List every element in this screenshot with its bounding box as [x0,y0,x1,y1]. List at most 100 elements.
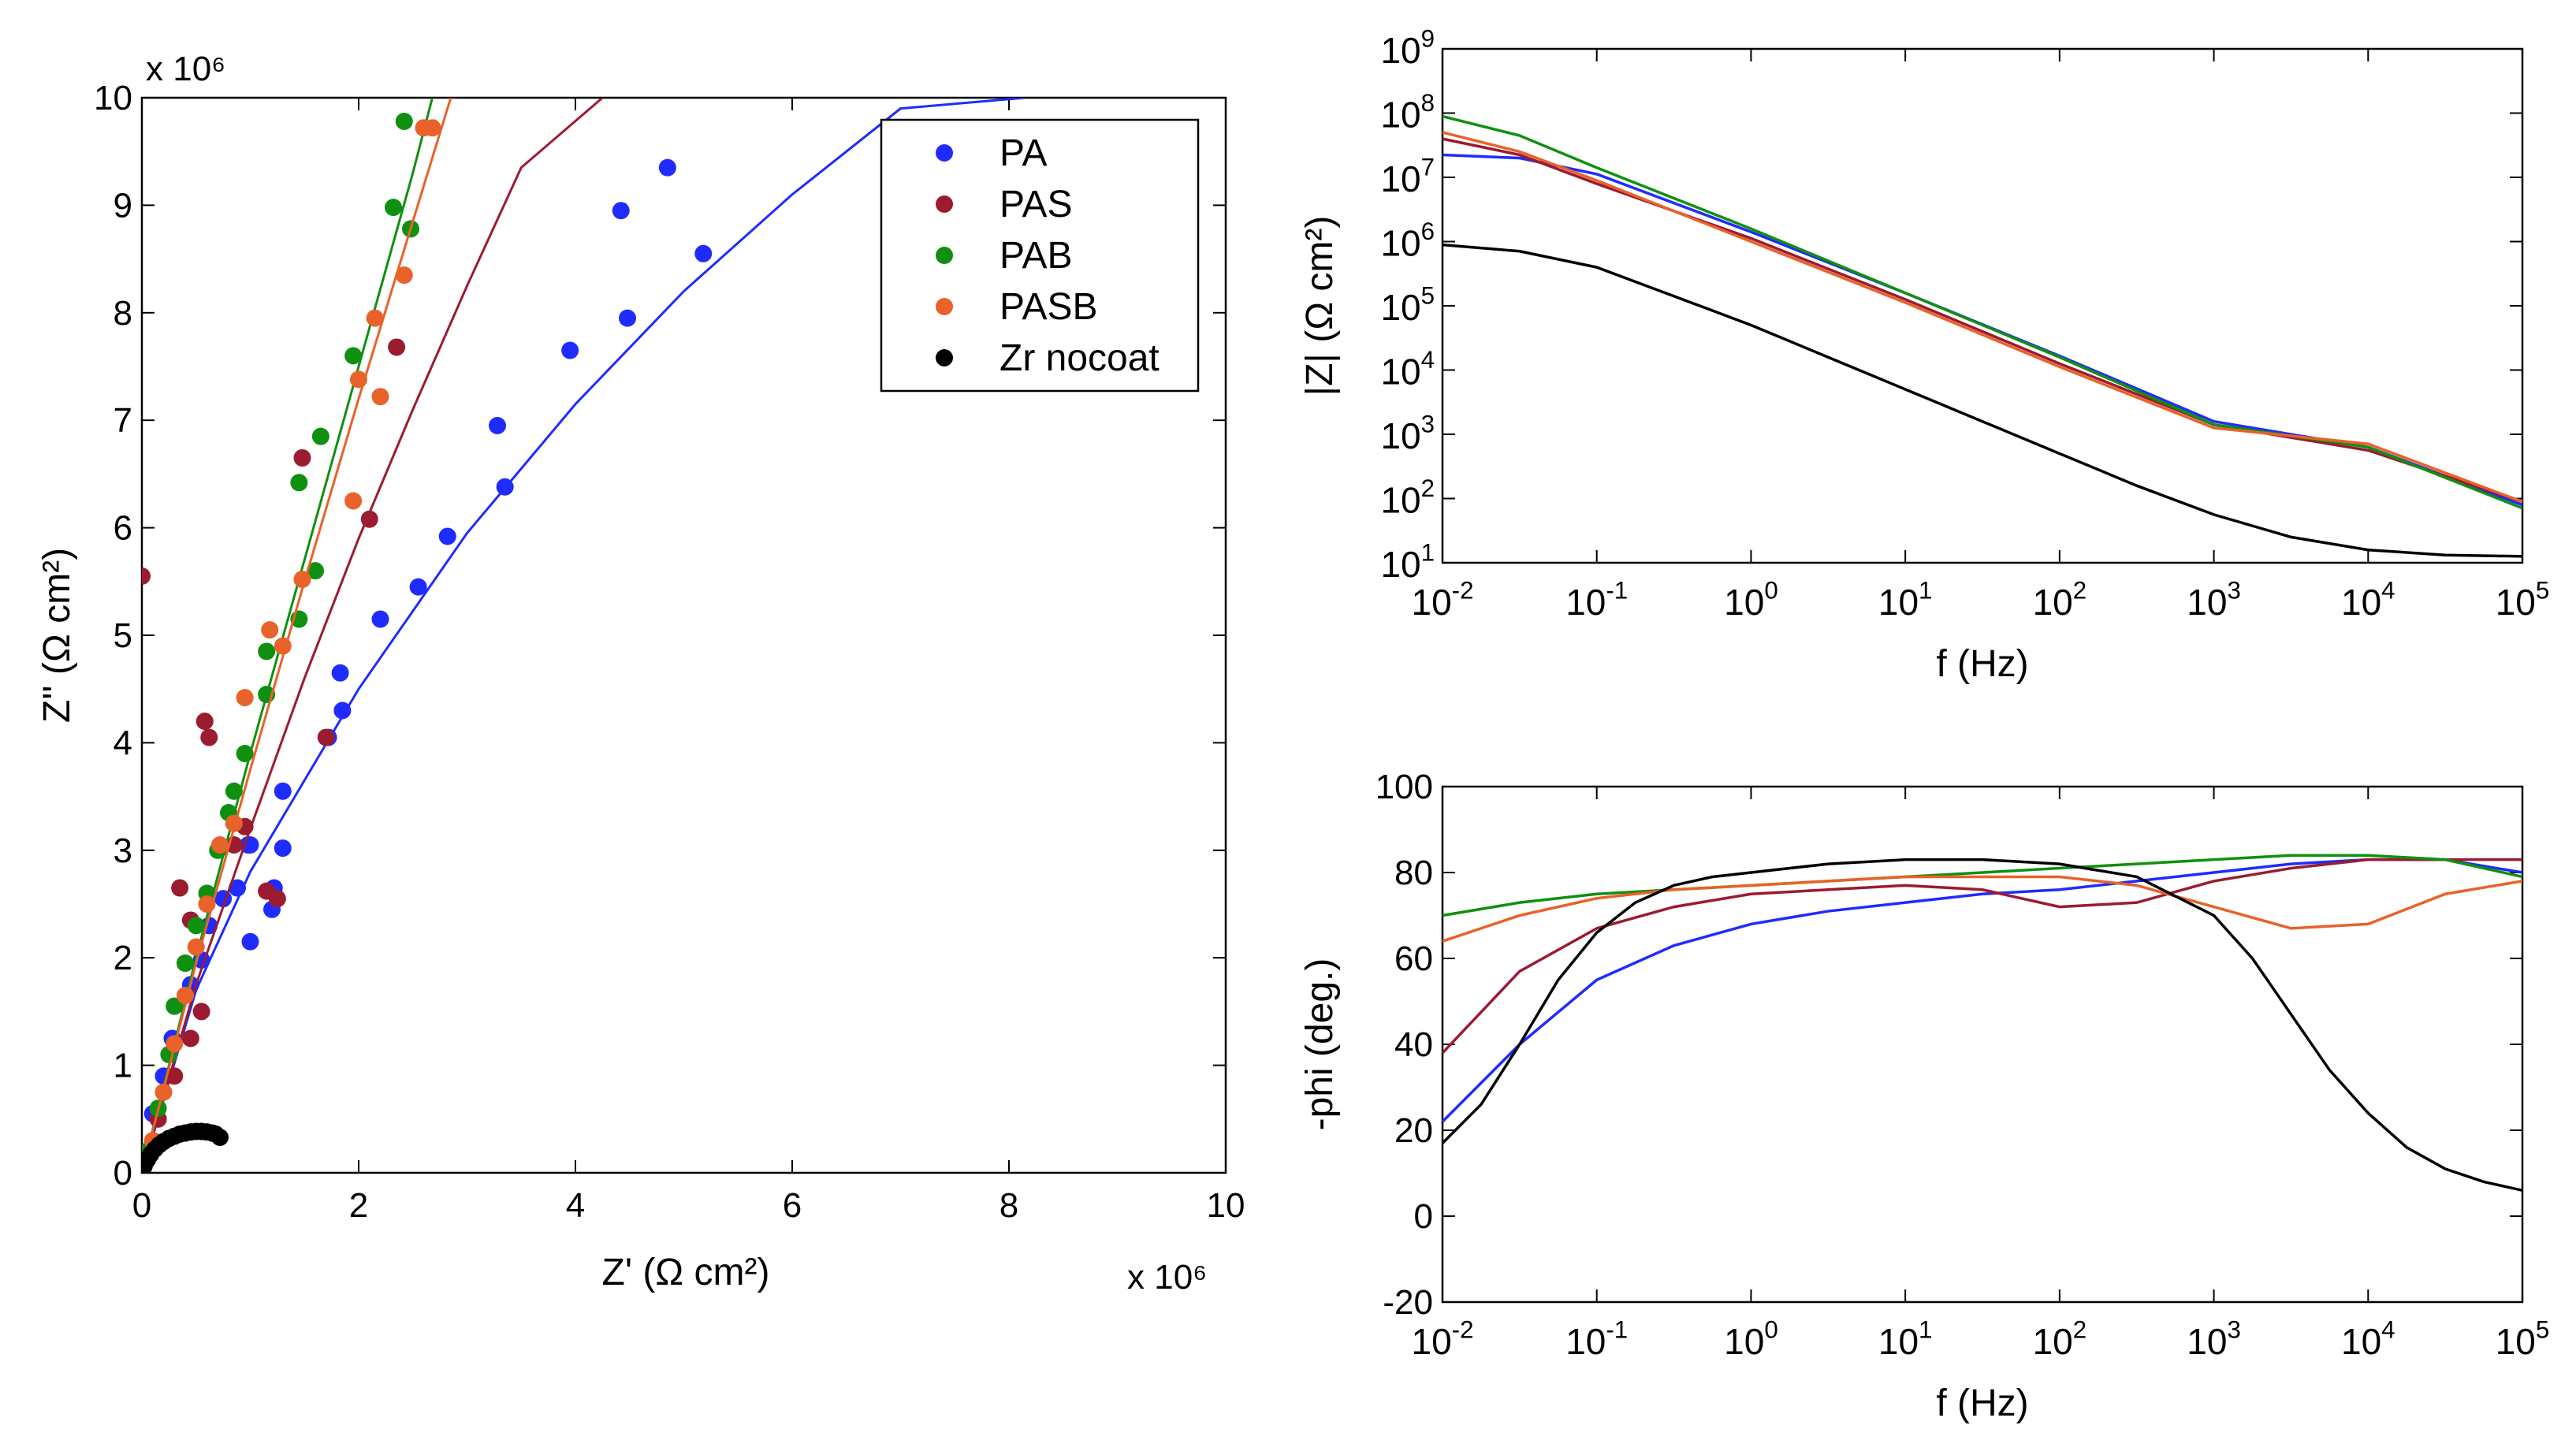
y-tick-label: 107 [1380,153,1435,199]
x-tick-label: 10-1 [1565,1315,1628,1362]
data-point-PAS [293,448,311,467]
x-tick-label: 10-1 [1565,576,1628,623]
magnitude-line-PASB [1442,131,2523,504]
data-point-PASB [344,492,363,510]
y-tick-label: 0 [114,1154,132,1193]
series-group [142,98,1026,1173]
data-point-PAS [360,510,378,528]
data-point-PAB [225,782,243,800]
x-tick-label: 102 [2033,576,2087,623]
data-point-PAS [192,1003,210,1021]
data-point-PAS [142,567,151,585]
data-point-PA [694,244,713,262]
data-point-PAS [166,1067,184,1085]
data-point-PAB [187,917,205,935]
data-point-PASB [261,621,279,639]
legend-marker [936,144,953,162]
data-point-PASB [371,388,389,406]
x-multiplier: x 10⁶ [1127,1258,1207,1297]
x-tick-label: 104 [2341,576,2395,623]
data-point-PA [371,610,389,628]
data-point-PA [658,158,676,177]
magnitude-line-PAS [1442,137,2523,504]
y-tick-label: 7 [114,401,132,440]
data-point-PAB [236,745,254,763]
data-point-PA [619,309,636,327]
plot-frame [1441,47,2524,564]
data-point-PASB [177,986,194,1004]
data-point-PA [489,417,506,435]
data-point-PA [438,527,456,545]
data-point-PASB [395,266,413,285]
y-tick-label: 6 [114,509,132,548]
legend-label: PASB [1000,286,1098,328]
x-tick-label: 103 [2187,576,2241,623]
y-tick-label: -20 [1383,1283,1433,1322]
y-tick-label: 10 [94,79,132,117]
legend-marker [936,247,953,264]
legend-label: PAB [1000,235,1072,277]
data-point-PAB [311,427,329,445]
y-tick-label: 102 [1380,474,1435,521]
legend-box [880,118,1200,393]
fit-line-PAB [142,98,434,1173]
data-point-PAB [307,562,324,580]
data-point-PA [274,839,292,858]
x-tick-label: 101 [1878,1315,1933,1362]
data-point-PASB [293,571,311,589]
y-tick-label: 5 [114,616,132,655]
y-tick-label: 3 [114,832,132,870]
y-tick-label: 104 [1380,346,1435,393]
data-point-PASB [198,895,216,913]
y-tick-label: 0 [1414,1197,1433,1236]
x-tick-label: 6 [783,1186,802,1225]
y-axis-label: -phi (deg.) [1299,958,1341,1131]
x-tick-label: 10 [1207,1186,1245,1225]
x-tick-label: 104 [2341,1315,2395,1362]
data-point-PAS [388,338,406,356]
data-point-PA [612,202,630,220]
bode-magnitude-plot: 10-2 10-1 100 101 102 103 104 105 101 102 103 104 10… [1299,24,2549,685]
y-tick-label: 101 [1380,538,1435,585]
data-point-Zr nocoat [211,1128,229,1146]
y-axis-label: |Z| (Ω cm²) [1299,216,1341,396]
data-point-PA [229,879,246,897]
fit-line-PA [142,98,1026,1173]
magnitude-line-Zr nocoat [1442,243,2523,558]
legend-marker [936,298,953,315]
x-tick-label: 105 [2496,576,2550,623]
y-tick-label: 108 [1380,89,1435,136]
data-point-PAB [395,113,413,131]
phase-line-PAS [1441,858,2522,1055]
y-tick-label: 60 [1394,940,1433,978]
x-tick-label: 102 [2033,1315,2087,1362]
data-point-PA [561,341,579,359]
y-tick-label: 40 [1394,1025,1433,1064]
legend-marker [936,195,953,213]
data-point-PAS [171,879,189,897]
y-tick-label: 109 [1380,24,1435,71]
bode-phase-plot: 10-2 10-1 100 101 102 103 104 105 -20 0 20 40 60 80 10… [1299,768,2549,1424]
data-point-PA [241,932,259,951]
data-point-PASB [236,689,254,707]
y-axis-label: Z'' (Ω cm²) [36,548,78,723]
y-tick-label: 106 [1380,218,1435,264]
data-point-PA [409,578,427,596]
x-tick-label: 8 [1000,1186,1018,1225]
phase-line-PA [1441,858,2523,1123]
y-tick-label: 80 [1394,854,1433,892]
plot-frame [1441,785,2524,1304]
y-tick-label: 8 [114,294,132,333]
y-tick-label: 105 [1380,281,1435,328]
y-tick-label: 20 [1394,1111,1433,1150]
data-point-PAB [258,642,276,660]
phase-line-Zr nocoat [1441,858,2523,1193]
x-tick-label: 2 [349,1186,368,1225]
y-tick-label: 9 [114,186,132,225]
data-point-PASB [225,814,243,832]
y-tick-label: 103 [1380,410,1435,456]
x-axis-label: f (Hz) [1936,1382,2028,1424]
data-point-PAB [385,199,402,217]
y-tick-label: 1 [114,1047,132,1085]
x-tick-label: 100 [1724,1315,1778,1362]
